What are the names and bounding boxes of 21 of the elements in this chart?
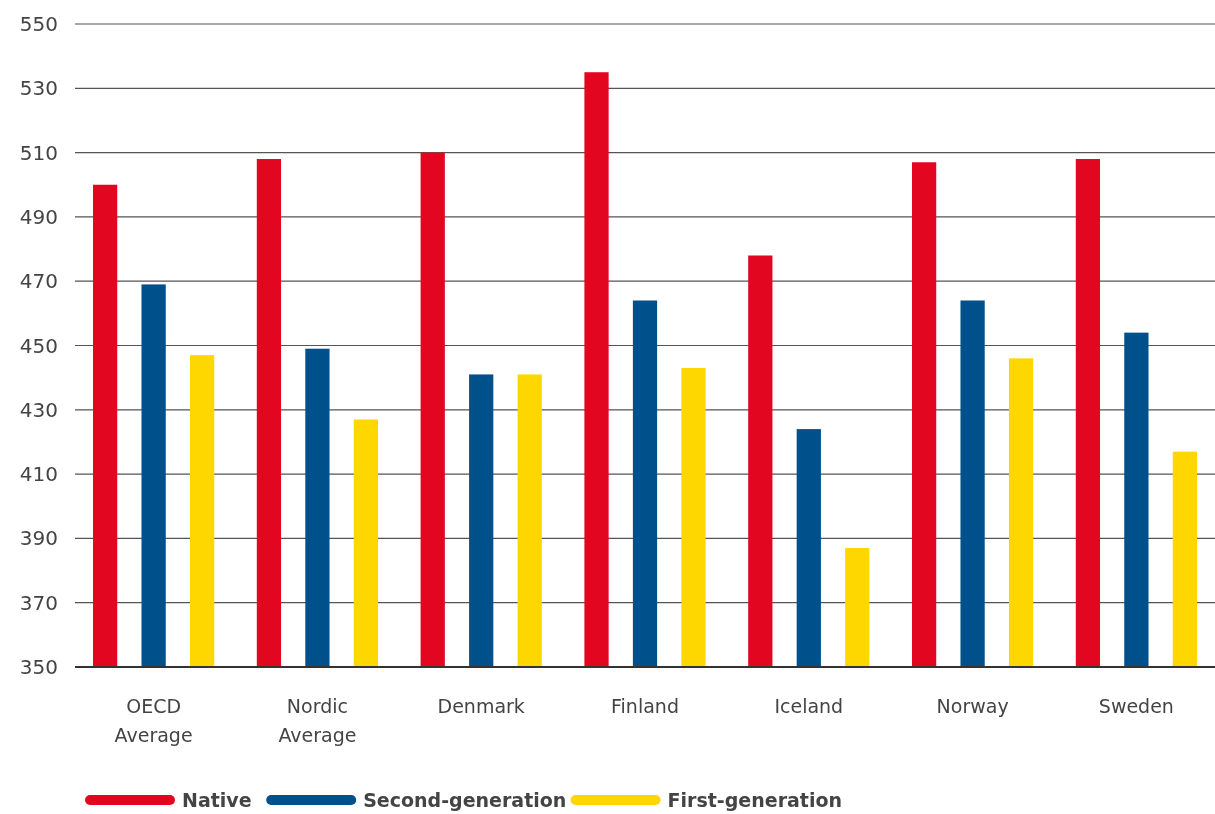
x-tick-label: Finland (611, 695, 679, 717)
y-tick-label: 370 (19, 590, 58, 615)
legend-label: Second-generation (363, 789, 567, 811)
y-tick-label: 550 (19, 12, 58, 36)
y-tick-label: 510 (19, 140, 58, 165)
x-tick-label: Norway (936, 695, 1009, 717)
x-tick-label: OECD Average (114, 695, 193, 746)
y-tick-label: 450 (19, 333, 58, 358)
x-tick-label: Sweden (1098, 695, 1174, 717)
legend-label: First-generation (667, 789, 843, 811)
y-tick-label: 530 (19, 76, 58, 101)
y-tick-label: 350 (19, 655, 58, 679)
y-tick-label: 390 (19, 526, 58, 551)
y-tick-label: 490 (19, 204, 58, 229)
legend-label: Native (182, 789, 252, 811)
x-tick-label: Nordic Average (278, 695, 357, 746)
y-tick-label: 410 (19, 462, 58, 487)
x-tick-label: Denmark (437, 695, 525, 717)
y-tick-label: 430 (19, 397, 58, 422)
x-tick-label: Iceland (774, 695, 844, 717)
y-tick-label: 470 (19, 269, 58, 294)
